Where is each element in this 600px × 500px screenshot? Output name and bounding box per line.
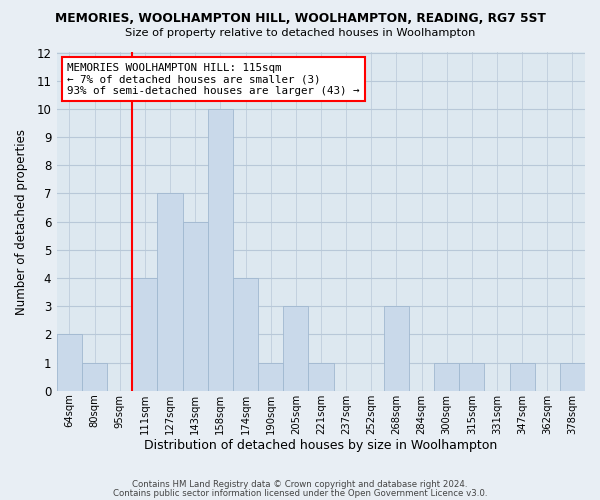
Text: MEMORIES WOOLHAMPTON HILL: 115sqm
← 7% of detached houses are smaller (3)
93% of: MEMORIES WOOLHAMPTON HILL: 115sqm ← 7% o…: [67, 62, 360, 96]
Bar: [509, 362, 535, 391]
Bar: [258, 362, 283, 391]
Bar: [308, 362, 334, 391]
Bar: [233, 278, 258, 391]
Bar: [434, 362, 459, 391]
Bar: [182, 222, 208, 391]
Bar: [133, 278, 157, 391]
Bar: [57, 334, 82, 391]
Text: Size of property relative to detached houses in Woolhampton: Size of property relative to detached ho…: [125, 28, 475, 38]
Text: Contains public sector information licensed under the Open Government Licence v3: Contains public sector information licen…: [113, 488, 487, 498]
Bar: [82, 362, 107, 391]
Bar: [208, 109, 233, 391]
Bar: [560, 362, 585, 391]
Text: Contains HM Land Registry data © Crown copyright and database right 2024.: Contains HM Land Registry data © Crown c…: [132, 480, 468, 489]
Bar: [283, 306, 308, 391]
Text: MEMORIES, WOOLHAMPTON HILL, WOOLHAMPTON, READING, RG7 5ST: MEMORIES, WOOLHAMPTON HILL, WOOLHAMPTON,…: [55, 12, 545, 26]
Bar: [384, 306, 409, 391]
Y-axis label: Number of detached properties: Number of detached properties: [15, 128, 28, 314]
X-axis label: Distribution of detached houses by size in Woolhampton: Distribution of detached houses by size …: [145, 440, 497, 452]
Bar: [459, 362, 484, 391]
Bar: [157, 194, 182, 391]
